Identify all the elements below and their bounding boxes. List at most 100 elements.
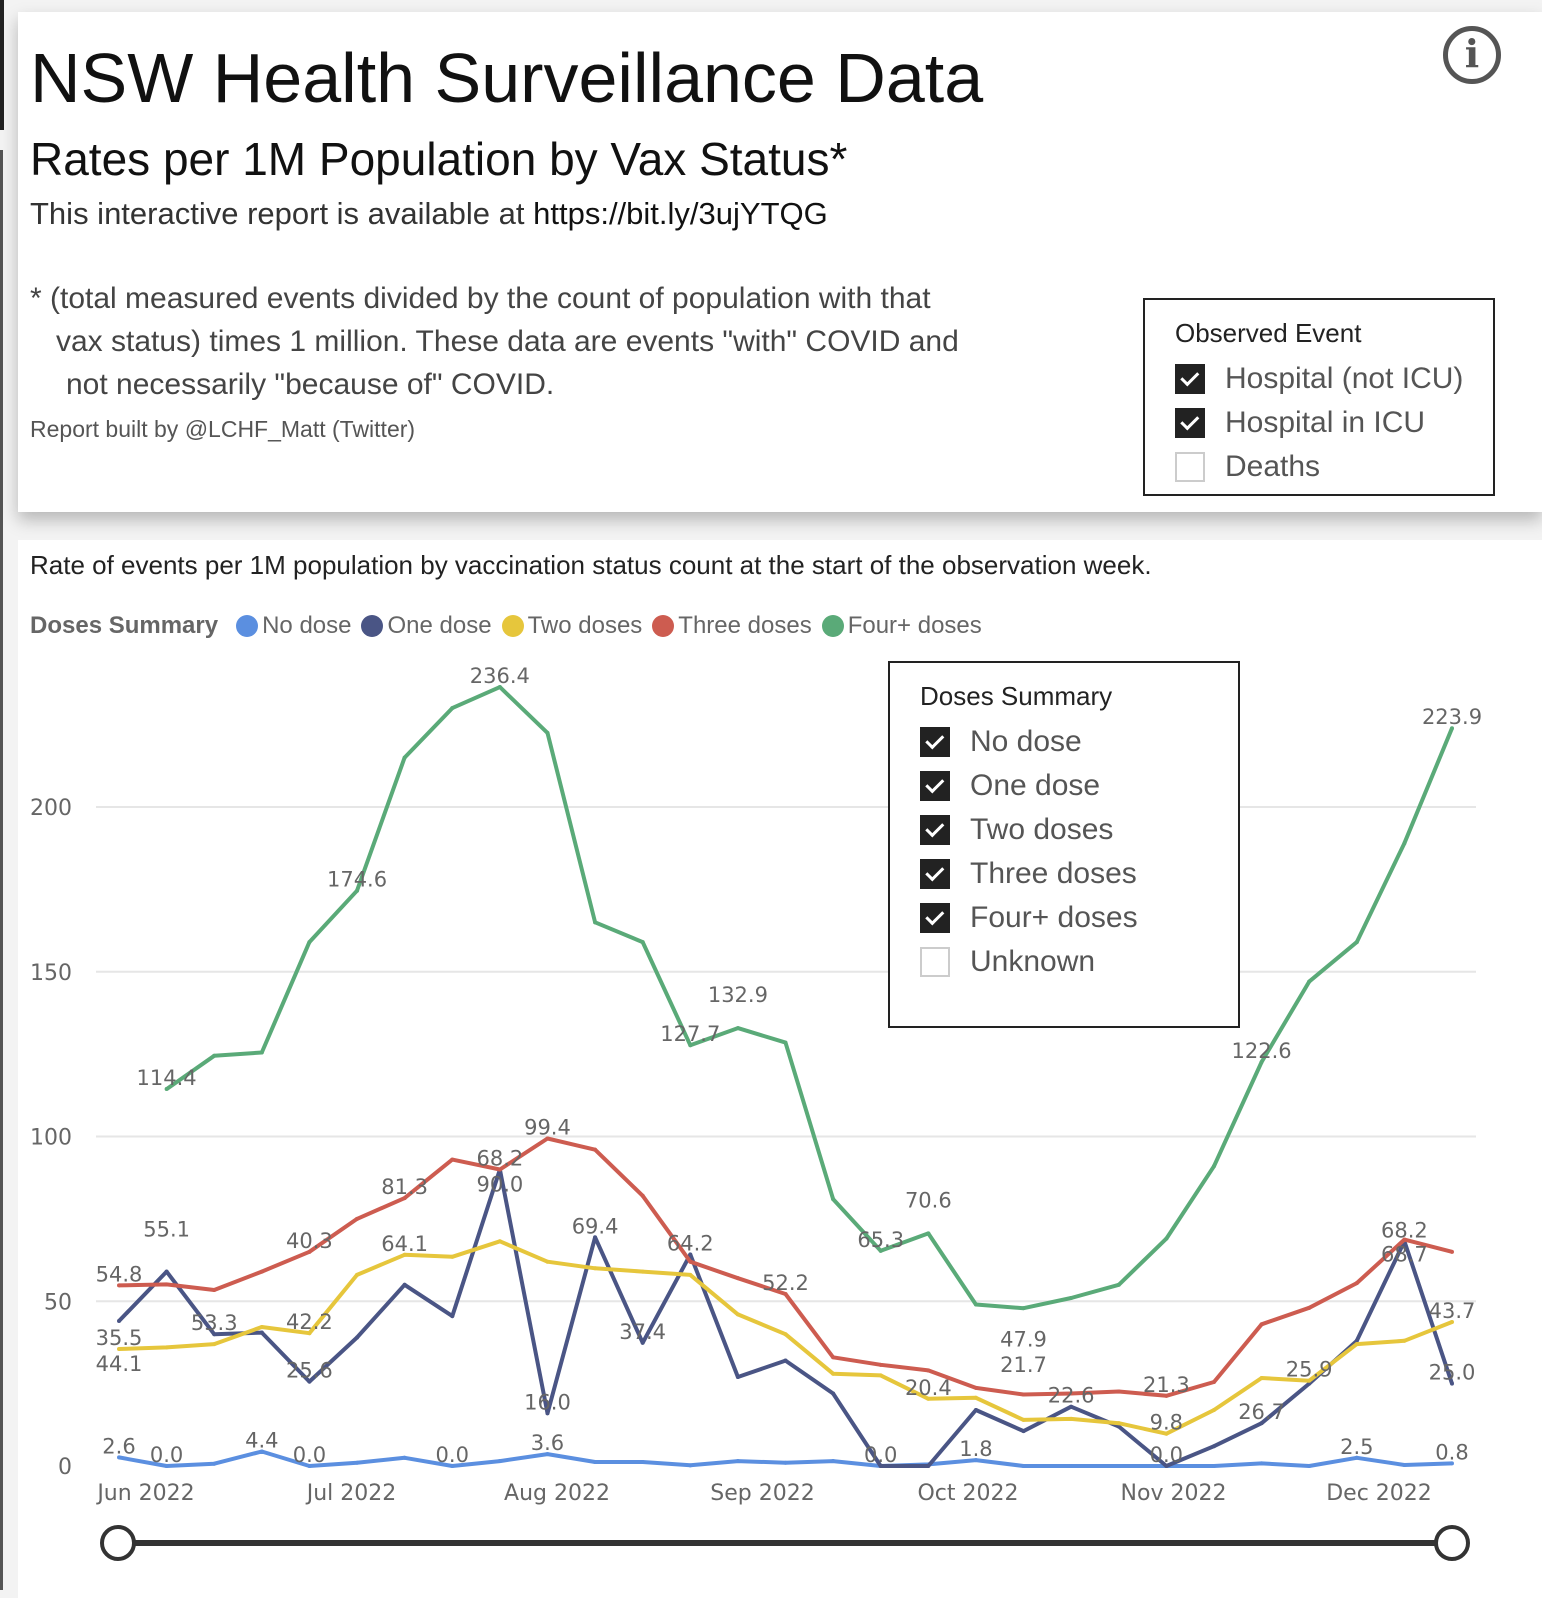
data-point: [1450, 1249, 1454, 1254]
data-point: [973, 1385, 978, 1390]
availability-text: This interactive report is available at …: [30, 196, 828, 232]
data-point: [355, 888, 360, 893]
data-label: 26.7: [1238, 1400, 1285, 1424]
legend-item[interactable]: Three doses: [652, 612, 812, 640]
data-point: [355, 1335, 360, 1340]
slicer-item[interactable]: Three doses: [920, 857, 1137, 891]
slider-handle-start[interactable]: [100, 1525, 136, 1561]
data-label: 2.5: [1340, 1435, 1373, 1459]
data-point: [212, 1342, 217, 1347]
legend-item[interactable]: Four+ doses: [821, 612, 982, 640]
data-point: [783, 1332, 788, 1337]
data-point: [117, 1347, 121, 1352]
data-point: [783, 1358, 788, 1363]
data-point: [1354, 1342, 1359, 1347]
data-label: 127.7: [660, 1022, 720, 1046]
data-point: [1259, 1421, 1264, 1426]
data-point: [212, 1461, 217, 1466]
slicer-item-label: Unknown: [970, 945, 1096, 978]
data-point: [735, 1026, 740, 1031]
data-point: [640, 1269, 645, 1274]
checkbox-checked[interactable]: [920, 771, 950, 801]
data-point: [307, 1464, 312, 1468]
data-point: [259, 1449, 264, 1454]
page-edge: [0, 150, 3, 1590]
checkbox-checked[interactable]: [1175, 364, 1205, 394]
data-point: [1021, 1392, 1026, 1397]
data-point: [1259, 1060, 1264, 1065]
legend-item[interactable]: No dose: [236, 612, 351, 640]
data-point: [402, 1455, 407, 1460]
data-point: [1307, 1305, 1312, 1310]
info-icon[interactable]: i: [1443, 26, 1501, 84]
slicer-item[interactable]: Four+ doses: [920, 901, 1138, 935]
data-point: [831, 1355, 836, 1360]
data-label: 0.8: [1435, 1440, 1468, 1464]
data-label: 44.1: [96, 1352, 143, 1376]
data-point: [1354, 1338, 1359, 1343]
data-point: [1402, 1237, 1407, 1242]
data-point: [1021, 1429, 1026, 1434]
data-label: 70.6: [905, 1188, 952, 1212]
data-label: 236.4: [470, 664, 530, 688]
legend-dot: [652, 615, 675, 637]
slicer-item-label: No dose: [970, 725, 1082, 758]
x-tick-label: Dec 2022: [1326, 1481, 1432, 1506]
data-point: [973, 1302, 978, 1307]
data-point: [1116, 1421, 1121, 1426]
slicer-item[interactable]: No dose: [920, 725, 1082, 759]
page-edge: [0, 0, 4, 130]
data-point: [593, 1147, 598, 1152]
availability-prefix: This interactive report is available at: [30, 196, 534, 231]
data-label: 0.0: [293, 1443, 326, 1467]
data-point: [402, 1252, 407, 1257]
data-point: [973, 1458, 978, 1463]
page-title: NSW Health Surveillance Data: [30, 39, 984, 117]
slicer-item-label: Hospital (not ICU): [1225, 362, 1464, 395]
legend-label: No dose: [262, 612, 352, 639]
slicer-item[interactable]: Deaths: [1175, 450, 1320, 484]
slicer-item-label: Deaths: [1225, 450, 1321, 483]
data-point: [1354, 940, 1359, 945]
checkbox-unchecked[interactable]: [1175, 452, 1205, 482]
data-point: [497, 1167, 502, 1172]
slicer-item[interactable]: Hospital in ICU: [1175, 406, 1425, 440]
slicer-item[interactable]: Two doses: [920, 813, 1113, 847]
data-label: 16.0: [524, 1390, 571, 1414]
data-point: [259, 1330, 264, 1335]
data-point: [1307, 979, 1312, 984]
data-label: 25.0: [1429, 1361, 1476, 1385]
data-point: [355, 1216, 360, 1221]
data-point: [497, 685, 502, 690]
data-label: 69.4: [572, 1214, 619, 1238]
checkbox-unchecked[interactable]: [920, 947, 950, 977]
checkbox-checked[interactable]: [920, 903, 950, 933]
data-point: [497, 1459, 502, 1464]
legend-item[interactable]: One dose: [361, 612, 492, 640]
checkbox-checked[interactable]: [1175, 408, 1205, 438]
slicer-item[interactable]: Unknown: [920, 945, 1095, 979]
slicer-item[interactable]: Hospital (not ICU): [1175, 362, 1463, 396]
data-label: 25.6: [286, 1359, 333, 1383]
checkbox-checked[interactable]: [920, 859, 950, 889]
data-label: 65.3: [857, 1228, 904, 1252]
slider-handle-end[interactable]: [1434, 1525, 1470, 1561]
data-point: [402, 755, 407, 760]
data-point: [688, 1043, 693, 1048]
checkbox-checked[interactable]: [920, 815, 950, 845]
report-link[interactable]: https://bit.ly/3ujYTQG: [533, 196, 828, 231]
legend-dot: [821, 615, 844, 637]
data-label: 223.9: [1422, 705, 1482, 729]
data-point: [831, 1197, 836, 1202]
legend-item[interactable]: Two doses: [501, 612, 642, 640]
data-point: [735, 1375, 740, 1380]
checkbox-checked[interactable]: [920, 727, 950, 757]
data-point: [545, 1136, 550, 1141]
data-label: 20.4: [905, 1376, 952, 1400]
data-point: [164, 1269, 169, 1274]
data-point: [1211, 1407, 1216, 1412]
slicer-item[interactable]: One dose: [920, 769, 1100, 803]
observed-event-slicer: Observed Event Hospital (not ICU) Hospita…: [1143, 298, 1495, 496]
x-tick-label: Oct 2022: [917, 1481, 1018, 1506]
data-point: [1116, 1424, 1121, 1429]
